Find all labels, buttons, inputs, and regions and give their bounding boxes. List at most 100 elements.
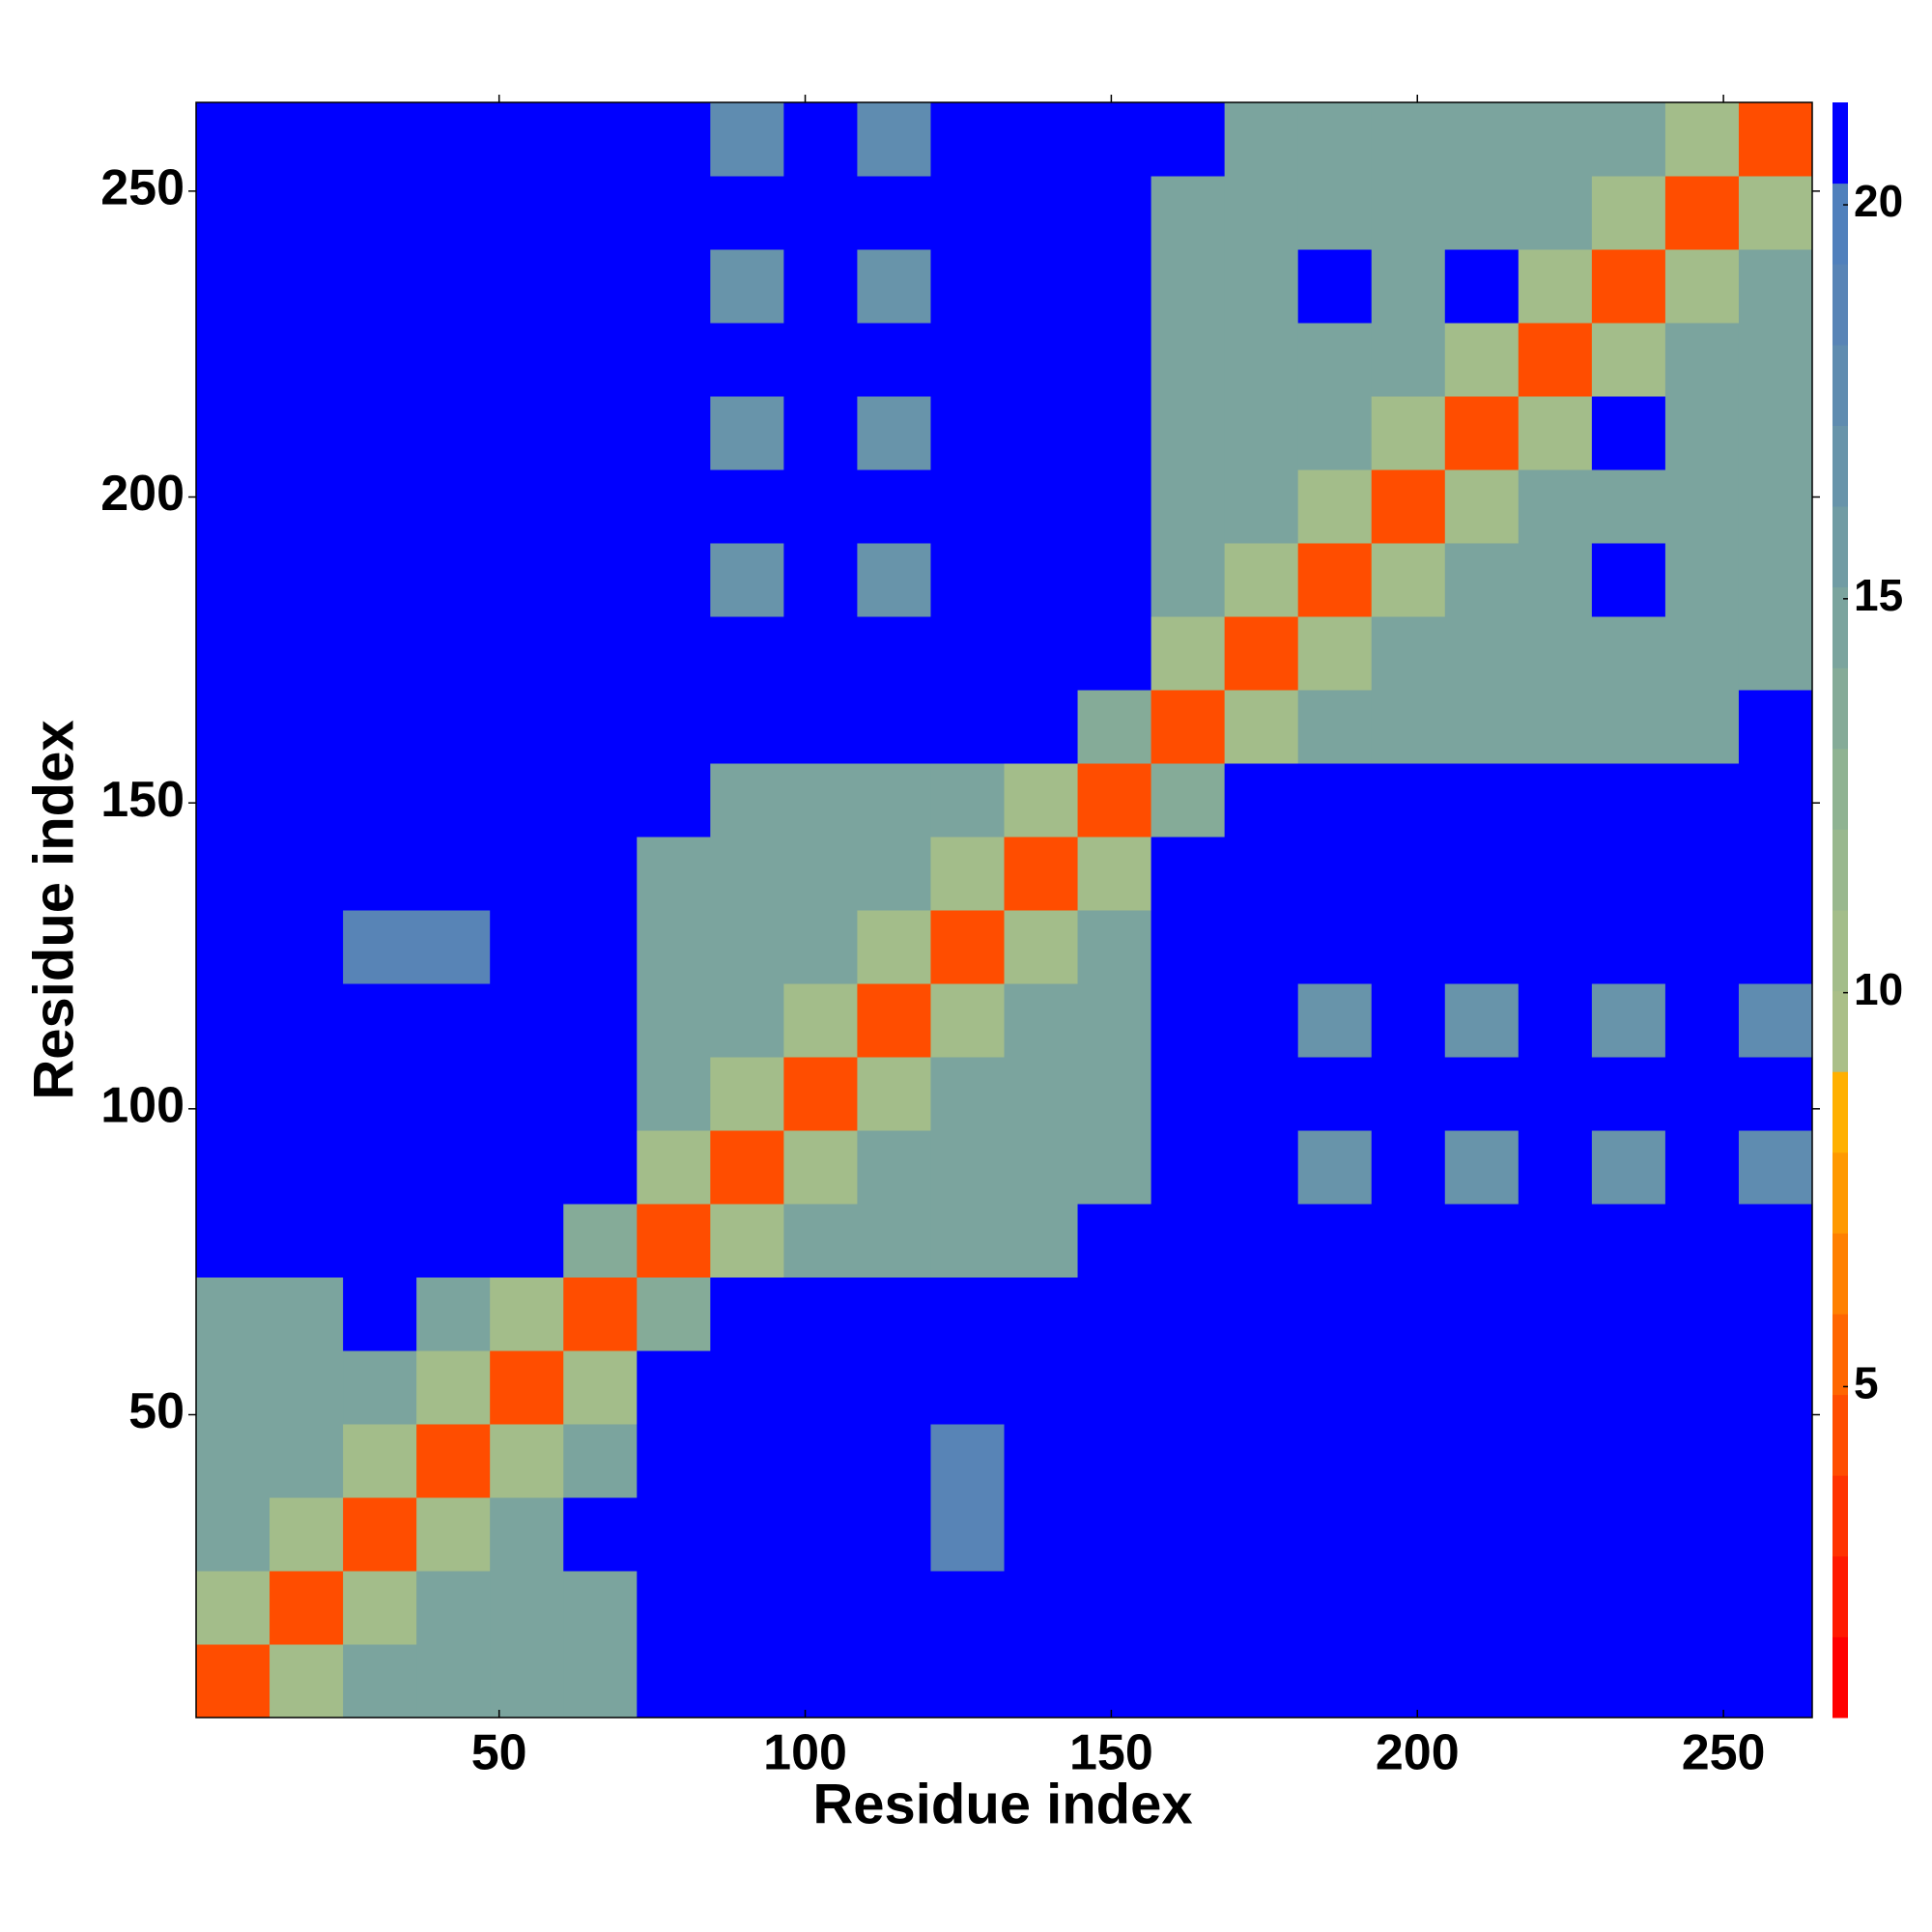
heatmap-cell	[1224, 616, 1299, 691]
heatmap-cell	[857, 837, 931, 911]
heatmap-cell	[1371, 1277, 1446, 1351]
heatmap-cell	[196, 396, 270, 470]
heatmap-cell	[637, 543, 711, 617]
heatmap-cell	[1297, 102, 1373, 177]
heatmap-cell	[196, 176, 270, 250]
heatmap-cell	[1444, 1571, 1520, 1645]
heatmap-cell	[270, 249, 344, 324]
heatmap-cell	[783, 1277, 858, 1351]
heatmap-cell	[1077, 469, 1152, 544]
heatmap-cell	[1664, 1497, 1740, 1572]
heatmap-cell	[1591, 323, 1666, 397]
heatmap-cell	[1371, 983, 1446, 1058]
heatmap-cell	[1591, 1644, 1666, 1719]
heatmap-cell	[930, 543, 1005, 617]
colorbar-band	[1833, 1314, 1848, 1396]
heatmap-cell	[1077, 1277, 1152, 1351]
heatmap-cell	[1224, 323, 1299, 397]
heatmap-cell	[637, 396, 711, 470]
heatmap-cell	[490, 763, 564, 838]
heatmap-cell	[930, 910, 1005, 984]
heatmap-cell	[563, 1057, 638, 1131]
heatmap-cell	[270, 1424, 344, 1498]
heatmap-cell	[343, 616, 417, 691]
heatmap-cell	[1371, 763, 1446, 838]
heatmap-cell	[637, 1130, 711, 1205]
heatmap-cell	[1371, 396, 1446, 470]
heatmap-cell	[1077, 176, 1152, 250]
heatmap-cell	[196, 910, 270, 984]
heatmap-cell	[1591, 983, 1666, 1058]
heatmap-cell	[1518, 1644, 1593, 1719]
heatmap-cell	[1591, 1424, 1666, 1498]
heatmap-cell	[1077, 102, 1152, 177]
heatmap-cell	[563, 396, 638, 470]
heatmap-cell	[1297, 1497, 1373, 1572]
heatmap-cell	[1591, 1130, 1666, 1205]
heatmap-cell	[710, 1644, 784, 1719]
heatmap-cell	[1004, 1057, 1079, 1131]
heatmap-cell	[930, 837, 1005, 911]
heatmap-cell	[783, 1571, 858, 1645]
heatmap-cell	[1151, 1350, 1226, 1425]
heatmap-cell	[343, 837, 417, 911]
heatmap-cell	[1297, 469, 1373, 544]
heatmap-cell	[710, 249, 784, 324]
heatmap-cell	[490, 1057, 564, 1131]
heatmap-cell	[416, 396, 491, 470]
heatmap-cell	[783, 323, 858, 397]
heatmap-cell	[1151, 1277, 1226, 1351]
y-tick-label: 250	[100, 160, 185, 216]
heatmap-cell	[710, 1204, 784, 1278]
heatmap-cell	[930, 249, 1005, 324]
heatmap-cell	[1591, 1277, 1666, 1351]
heatmap-cell	[783, 763, 858, 838]
heatmap-cell	[1151, 1571, 1226, 1645]
heatmap-cell	[1297, 543, 1373, 617]
heatmap-cell	[857, 1644, 931, 1719]
heatmap-cell	[343, 1424, 417, 1498]
heatmap-cell	[857, 690, 931, 764]
heatmap-cell	[1077, 1204, 1152, 1278]
heatmap-cell	[1664, 249, 1740, 324]
heatmap-cell	[637, 323, 711, 397]
heatmap-cell	[490, 543, 564, 617]
heatmap-cell	[196, 1424, 270, 1498]
heatmap-cell	[1297, 1571, 1373, 1645]
heatmap-cell	[1224, 690, 1299, 764]
heatmap-cell	[490, 396, 564, 470]
heatmap-cell	[1738, 1497, 1813, 1572]
heatmap-cell	[196, 1571, 270, 1645]
heatmap-cell	[930, 469, 1005, 544]
heatmap-cell	[343, 249, 417, 324]
heatmap-cell	[270, 763, 344, 838]
heatmap-cell	[1224, 1130, 1299, 1205]
heatmap-cell	[710, 1424, 784, 1498]
heatmap-cell	[1224, 1057, 1299, 1131]
heatmap-cell	[1077, 543, 1152, 617]
heatmap-cell	[1077, 249, 1152, 324]
heatmap-cell	[1591, 837, 1666, 911]
heatmap-cell	[1518, 983, 1593, 1058]
heatmap-cell	[343, 763, 417, 838]
heatmap-cell	[930, 1057, 1005, 1131]
heatmap-cell	[783, 1497, 858, 1572]
heatmap-cell	[710, 910, 784, 984]
heatmap-cell	[196, 323, 270, 397]
heatmap-cell	[563, 983, 638, 1058]
heatmap-cell	[1664, 323, 1740, 397]
heatmap-cell	[1444, 690, 1520, 764]
heatmap-cell	[1151, 1644, 1226, 1719]
heatmap-cell	[1664, 910, 1740, 984]
colorbar-band	[1833, 264, 1848, 346]
heatmap-cell	[1738, 616, 1813, 691]
heatmap-cell	[270, 1204, 344, 1278]
heatmap-cell	[1224, 1424, 1299, 1498]
heatmap-cell	[637, 1204, 711, 1278]
y-axis-label: Residue index	[22, 720, 85, 1099]
heatmap-cell	[1444, 1644, 1520, 1719]
heatmap-cell	[1518, 763, 1593, 838]
x-tick-label: 150	[1069, 1725, 1153, 1781]
heatmap-cell	[710, 323, 784, 397]
heatmap-cell	[1591, 1571, 1666, 1645]
